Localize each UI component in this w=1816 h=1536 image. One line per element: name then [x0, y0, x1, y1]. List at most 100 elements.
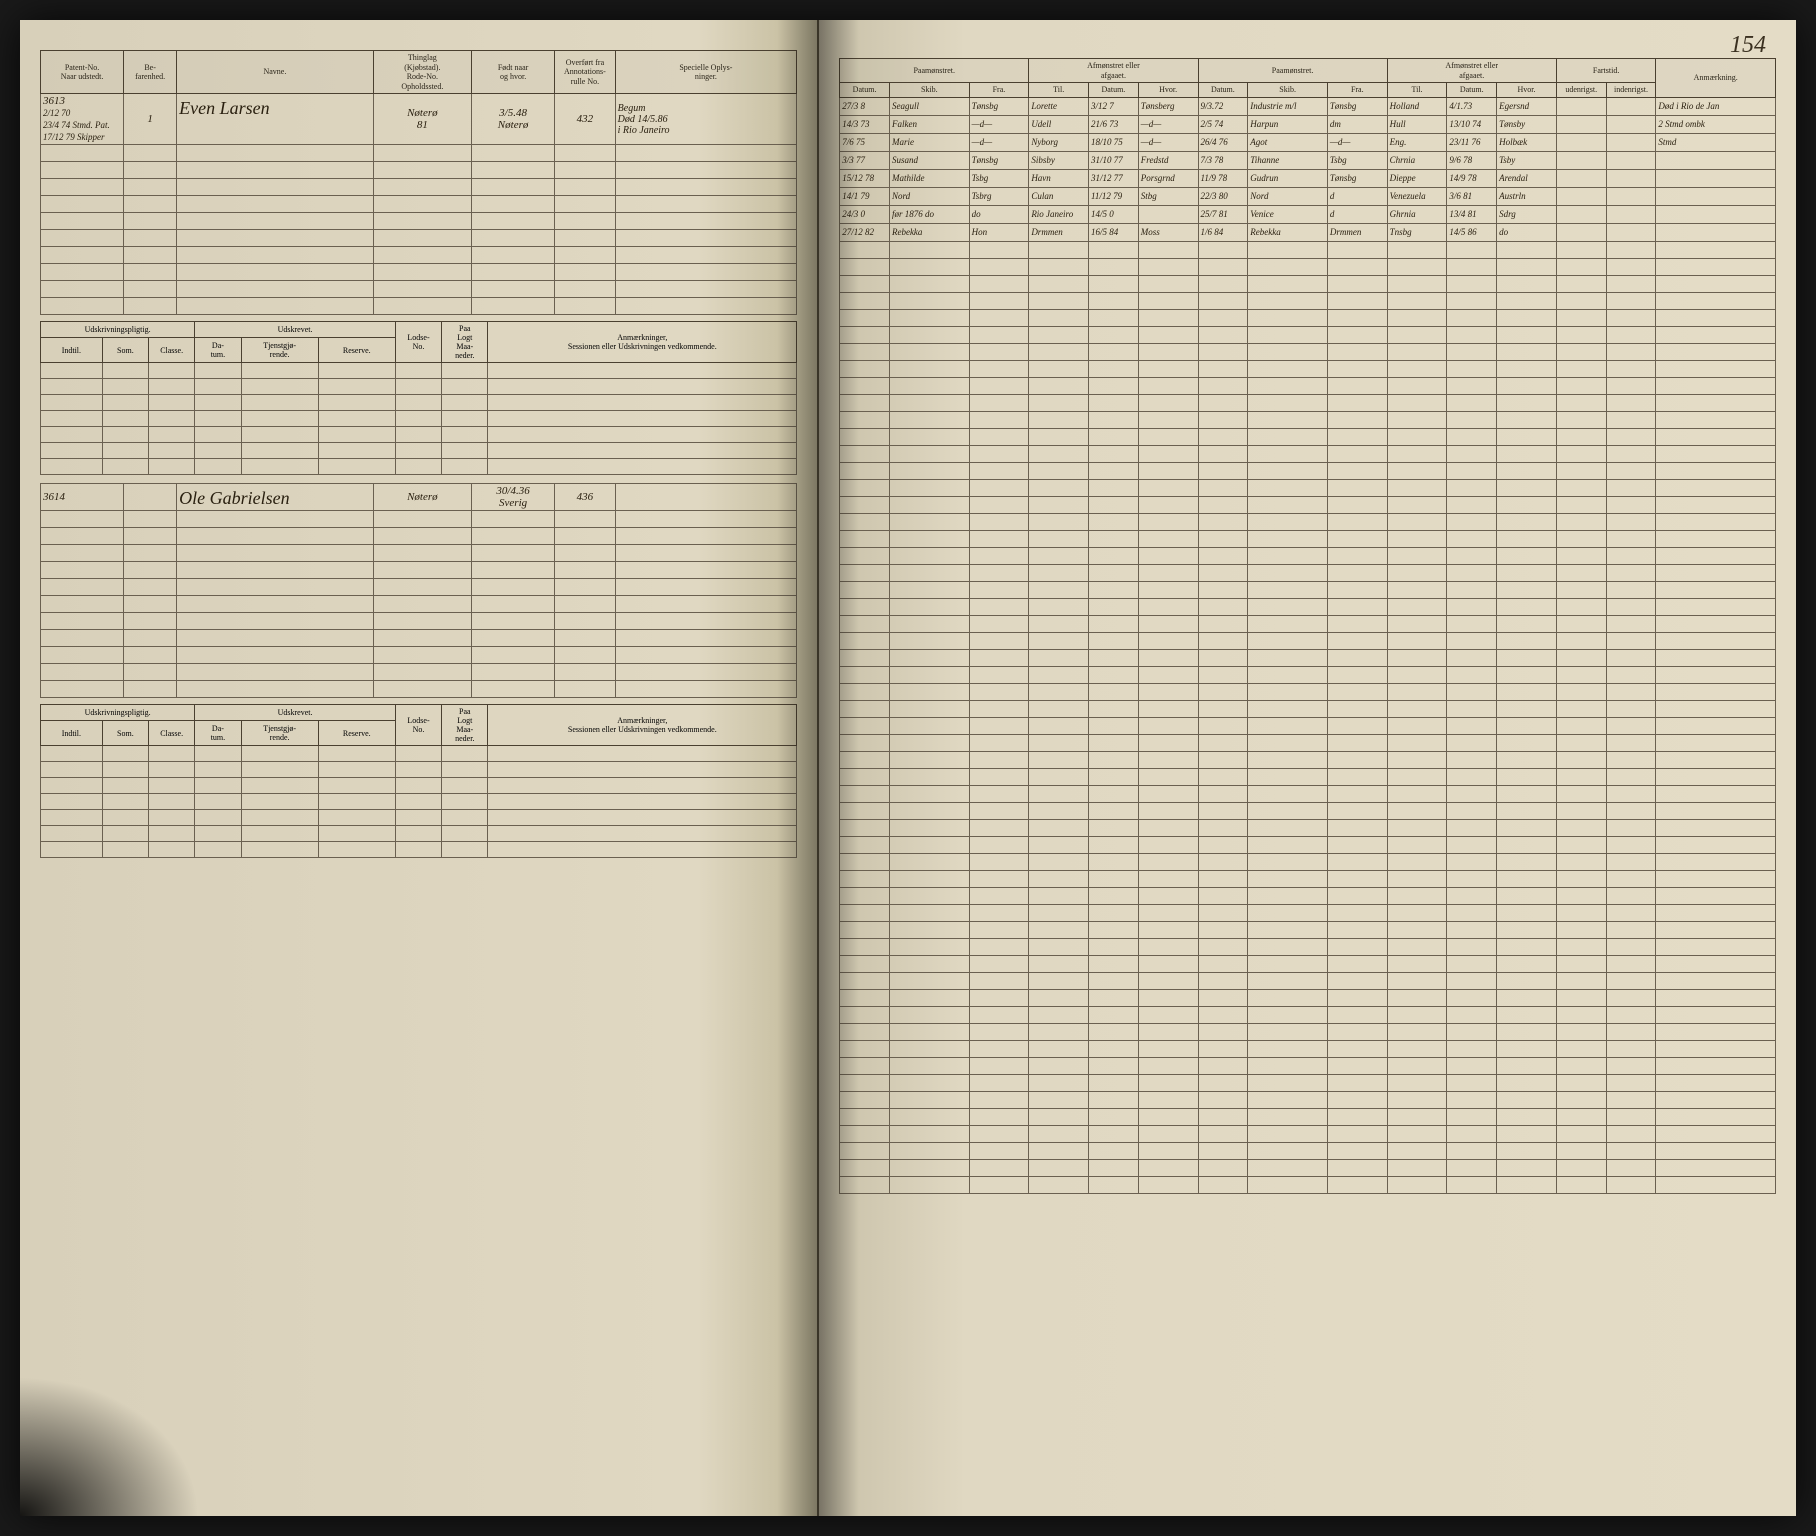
- empty-row: [840, 428, 1776, 445]
- empty-row: [840, 411, 1776, 428]
- empty-row: [840, 445, 1776, 462]
- voyage-cell: Rio Janeiro: [1029, 205, 1089, 223]
- empty-row: [840, 1040, 1776, 1057]
- voyage-cell: 31/12 77: [1089, 169, 1139, 187]
- empty-row: [840, 292, 1776, 309]
- voyage-cell: [1606, 115, 1656, 133]
- voyage-cell: 11/12 79: [1089, 187, 1139, 205]
- empty-row: [840, 377, 1776, 394]
- grp-afmonstret1: Afmønstret ellerafgaaet.: [1029, 59, 1198, 83]
- empty-row: [840, 581, 1776, 598]
- voyage-cell: Susand: [889, 151, 969, 169]
- empty-row: [840, 734, 1776, 751]
- voyage-cell: 22/3 80: [1198, 187, 1248, 205]
- col-classe: Classe.: [149, 337, 195, 363]
- col-thinglag: Thinglag(Kjøbstad).Rode-No.Opholdssted.: [373, 51, 471, 94]
- voyage-cell: —d—: [1327, 133, 1387, 151]
- empty-row: [840, 1125, 1776, 1142]
- empty-row: [840, 547, 1776, 564]
- voyage-cell: 1/6 84: [1198, 223, 1248, 241]
- col-datum: Da-tum.: [195, 337, 241, 363]
- empty-row: [840, 615, 1776, 632]
- voyage-row: 14/1 79NordTsbrgCulan11/12 79Stbg22/3 80…: [840, 187, 1776, 205]
- voyage-cell: 27/12 82: [840, 223, 890, 241]
- voyage-cell: Sibsby: [1029, 151, 1089, 169]
- cell-thinglag: Nøterø81: [373, 94, 471, 145]
- empty-row: [840, 1142, 1776, 1159]
- voyage-cell: 9/3.72: [1198, 97, 1248, 115]
- empty-row: [840, 938, 1776, 955]
- empty-row: [840, 360, 1776, 377]
- voyage-cell: Hon: [969, 223, 1029, 241]
- voyage-cell: Død i Rio de Jan: [1656, 97, 1776, 115]
- empty-row: [840, 904, 1776, 921]
- empty-row: [840, 1091, 1776, 1108]
- col-som: Som.: [102, 337, 148, 363]
- voyage-cell: 2/5 74: [1198, 115, 1248, 133]
- voyage-cell: 14/3 73: [840, 115, 890, 133]
- col-overfort: Overført fraAnnotations-rulle No.: [555, 51, 615, 94]
- page-number: 154: [1730, 32, 1766, 59]
- left-page: Patent-No.Naar udstedt. Be-farenhed. Nav…: [20, 20, 819, 1516]
- voyage-row: 15/12 78MathildeTsbgHavn31/12 77Porsgrnd…: [840, 169, 1776, 187]
- voyage-row: 14/3 73Falken—d—Udell21/6 73—d—2/5 74Har…: [840, 115, 1776, 133]
- cell-befarenhed: [124, 484, 177, 511]
- cell-specielle: [615, 484, 797, 511]
- voyage-cell: 7/3 78: [1198, 151, 1248, 169]
- empty-row: [840, 1023, 1776, 1040]
- empty-row: [840, 853, 1776, 870]
- voyage-cell: 2 Stmd ombk: [1656, 115, 1776, 133]
- voyage-cell: dm: [1327, 115, 1387, 133]
- grp-paamonstret1: Paamønstret.: [840, 59, 1029, 83]
- voyage-cell: Tihanne: [1248, 151, 1328, 169]
- main-register-table-1: Patent-No.Naar udstedt. Be-farenhed. Nav…: [40, 50, 797, 315]
- empty-row: [840, 598, 1776, 615]
- voyage-cell: [1606, 223, 1656, 241]
- empty-row: [840, 785, 1776, 802]
- voyage-cell: Falken: [889, 115, 969, 133]
- voyage-cell: Havn: [1029, 169, 1089, 187]
- voyage-cell: [1556, 115, 1606, 133]
- empty-row: [840, 564, 1776, 581]
- voyage-cell: Agot: [1248, 133, 1328, 151]
- voyage-cell: [1656, 187, 1776, 205]
- voyage-cell: Drmmen: [1029, 223, 1089, 241]
- voyage-cell: d: [1327, 187, 1387, 205]
- voyage-cell: —d—: [1138, 115, 1198, 133]
- voyage-cell: —d—: [969, 115, 1029, 133]
- empty-row: [840, 768, 1776, 785]
- empty-row: [840, 496, 1776, 513]
- record-block-1: Patent-No.Naar udstedt. Be-farenhed. Nav…: [40, 50, 797, 475]
- voyage-row: 27/3 8SeagullTønsbgLorette3/12 7Tønsberg…: [840, 97, 1776, 115]
- empty-row: [840, 530, 1776, 547]
- voyage-cell: Rebekka: [889, 223, 969, 241]
- col-indtil: Indtil.: [41, 337, 103, 363]
- voyage-cell: Tsbg: [969, 169, 1029, 187]
- voyage-cell: Rebekka: [1248, 223, 1328, 241]
- voyage-cell: Gudrun: [1248, 169, 1328, 187]
- voyage-cell: Holland: [1387, 97, 1447, 115]
- voyage-cell: Tsbg: [1327, 151, 1387, 169]
- cell-patent: 3614: [41, 484, 124, 511]
- empty-row: [840, 1074, 1776, 1091]
- voyage-cell: —d—: [1138, 133, 1198, 151]
- col-fodt: Født naarog hvor.: [472, 51, 555, 94]
- cell-specielle: BegumDød 14/5.86i Rio Janeiro: [615, 94, 797, 145]
- record-block-2: 3614 Ole Gabrielsen Nøterø 30/4.36Sverig…: [40, 483, 797, 858]
- voyage-cell: [1656, 151, 1776, 169]
- empty-row: [840, 700, 1776, 717]
- empty-row: [840, 751, 1776, 768]
- voyage-cell: 25/7 81: [1198, 205, 1248, 223]
- voyage-cell: 14/5 0: [1089, 205, 1139, 223]
- empty-row: [840, 343, 1776, 360]
- voyage-cell: Drmmen: [1327, 223, 1387, 241]
- empty-row: [840, 241, 1776, 258]
- col-logt: PaaLogtMaa-neder.: [442, 322, 488, 363]
- cell-befarenhed: 1: [124, 94, 177, 145]
- voyage-cell: Tnsbg: [1387, 223, 1447, 241]
- cell-overfort: 432: [555, 94, 615, 145]
- voyage-cell: 18/10 75: [1089, 133, 1139, 151]
- voyage-cell: Tønsbg: [1327, 97, 1387, 115]
- voyage-cell: Egersnd: [1497, 97, 1557, 115]
- voyage-cell: Tønsbg: [969, 151, 1029, 169]
